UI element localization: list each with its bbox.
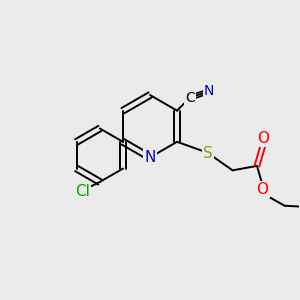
Text: O: O (257, 131, 269, 146)
Text: C: C (185, 91, 195, 105)
Text: Cl: Cl (75, 184, 90, 199)
Text: N: N (144, 150, 156, 165)
Text: O: O (256, 182, 268, 197)
Text: N: N (204, 84, 214, 98)
Text: S: S (203, 146, 213, 160)
